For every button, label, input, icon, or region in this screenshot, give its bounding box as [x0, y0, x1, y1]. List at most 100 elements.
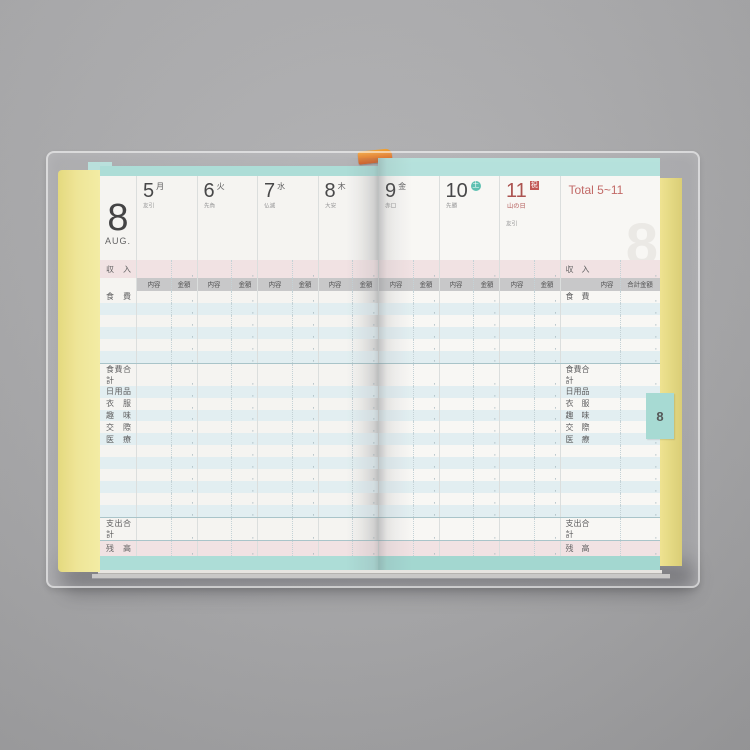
cell-content [196, 363, 232, 386]
cell-amount: , [473, 338, 499, 351]
amount-separator: , [312, 436, 315, 446]
amount-separator: , [312, 412, 315, 422]
cell-content [499, 326, 534, 339]
cell-content [136, 350, 171, 363]
row-food-total: 食費合計,,,, [100, 362, 378, 386]
cell-content [438, 421, 474, 434]
amount-separator: , [433, 305, 436, 315]
total-row-label-cell [559, 314, 594, 327]
cell-amount: , [533, 397, 560, 410]
weekly-grid-right: 8 9 金赤口 10 土先勝 11 祝山の日 友引 Total 5~11,,, 収入, 内容 金額内… [378, 176, 660, 556]
cell-amount: , [231, 457, 257, 470]
cell-content [378, 363, 413, 386]
content-header: 内容 [510, 280, 524, 289]
amount-separator: , [251, 496, 254, 505]
amount-separator: , [654, 436, 657, 446]
cell-amount: , [352, 445, 378, 458]
row-label: 衣服 [565, 399, 590, 409]
amount-separator: , [654, 507, 657, 517]
rokuyo-label: 大安 [324, 202, 336, 209]
cell-amount: , [619, 338, 661, 351]
cell-content [499, 302, 534, 315]
cell-content [499, 493, 534, 505]
cell-content [499, 540, 534, 556]
cell-content [257, 260, 292, 278]
row-label-cell [100, 303, 136, 315]
amount-separator: , [654, 317, 657, 327]
row-label: 食費合計 [106, 364, 131, 385]
cell-content [257, 397, 292, 410]
page-top-band [100, 166, 378, 176]
yellow-flap-left-edge [58, 170, 100, 572]
cell-content [438, 469, 474, 482]
cell-content [196, 291, 232, 303]
cell-amount: , [352, 469, 378, 482]
rokuyo-label: 友引 [143, 202, 155, 209]
cell-content [378, 421, 413, 434]
cell-amount: , [473, 421, 499, 434]
cell-content [438, 363, 474, 386]
cell-amount: , [473, 433, 499, 446]
amount-separator: , [493, 317, 496, 327]
cell-content [438, 433, 474, 446]
row-label: 支出合計 [565, 518, 590, 539]
amount-separator: , [554, 484, 557, 494]
cell-amount: , [231, 363, 257, 386]
content-header: 内容 [600, 280, 613, 289]
amount-separator: , [654, 353, 657, 363]
cell-amount: , [231, 397, 257, 410]
cell-content [378, 397, 413, 410]
row-label-cell: 食費 [100, 291, 136, 303]
cell-amount: , [619, 457, 661, 470]
holiday-name: 山の日 [507, 202, 526, 210]
table-row: ,,,, [100, 457, 378, 470]
amount-separator: , [372, 448, 375, 458]
cell-content [438, 481, 474, 494]
cell-content [136, 505, 171, 517]
cell-amount: , [412, 409, 439, 422]
row-social: ,,,交際, [378, 421, 660, 434]
cell-amount: , [473, 326, 499, 339]
amount-separator: , [654, 269, 657, 278]
amount-separator: , [654, 496, 657, 505]
cell-amount: , [352, 302, 378, 315]
amount-separator: , [493, 546, 496, 556]
cell-amount: , [170, 302, 197, 315]
cell-amount: , [619, 326, 661, 339]
cell-amount: , [291, 302, 318, 315]
cell-content [438, 493, 474, 505]
cell-amount: , [291, 505, 318, 517]
row-daily-goods: 日用品,,,, [100, 385, 378, 398]
amount-separator: , [493, 329, 496, 339]
amount-separator: , [372, 436, 375, 446]
cell-amount: , [352, 326, 378, 339]
cell-content [257, 326, 292, 339]
table-row: ,,,, [100, 493, 378, 505]
amount-separator: , [251, 448, 254, 458]
column-header-amount: 金額 [170, 278, 197, 291]
cell-content [317, 363, 353, 386]
amount-separator: , [493, 424, 496, 434]
cell-amount: , [352, 409, 378, 422]
row-food-total: ,,, 食費合計, [378, 362, 660, 386]
cell-amount: , [619, 481, 661, 494]
amount-separator: , [372, 472, 375, 482]
amount-separator: , [191, 460, 194, 470]
cell-content [136, 397, 171, 410]
column-header-content: 内容 [438, 278, 473, 291]
amount-separator: , [372, 317, 375, 327]
amount-separator: , [372, 484, 375, 494]
cell-amount: , [473, 540, 499, 556]
amount-separator: , [191, 546, 194, 556]
cell-amount: , [170, 314, 197, 327]
cell-content [196, 469, 232, 482]
cell-content [438, 326, 474, 339]
cell-amount: , [533, 421, 560, 434]
amount-separator: , [372, 400, 375, 410]
cell-amount: , [231, 314, 257, 327]
day-column-header: 8 木大安 [317, 176, 379, 260]
cell-content [378, 445, 413, 458]
cell-content [499, 469, 534, 482]
cell-content [196, 302, 232, 315]
cell-amount: , [412, 314, 439, 327]
